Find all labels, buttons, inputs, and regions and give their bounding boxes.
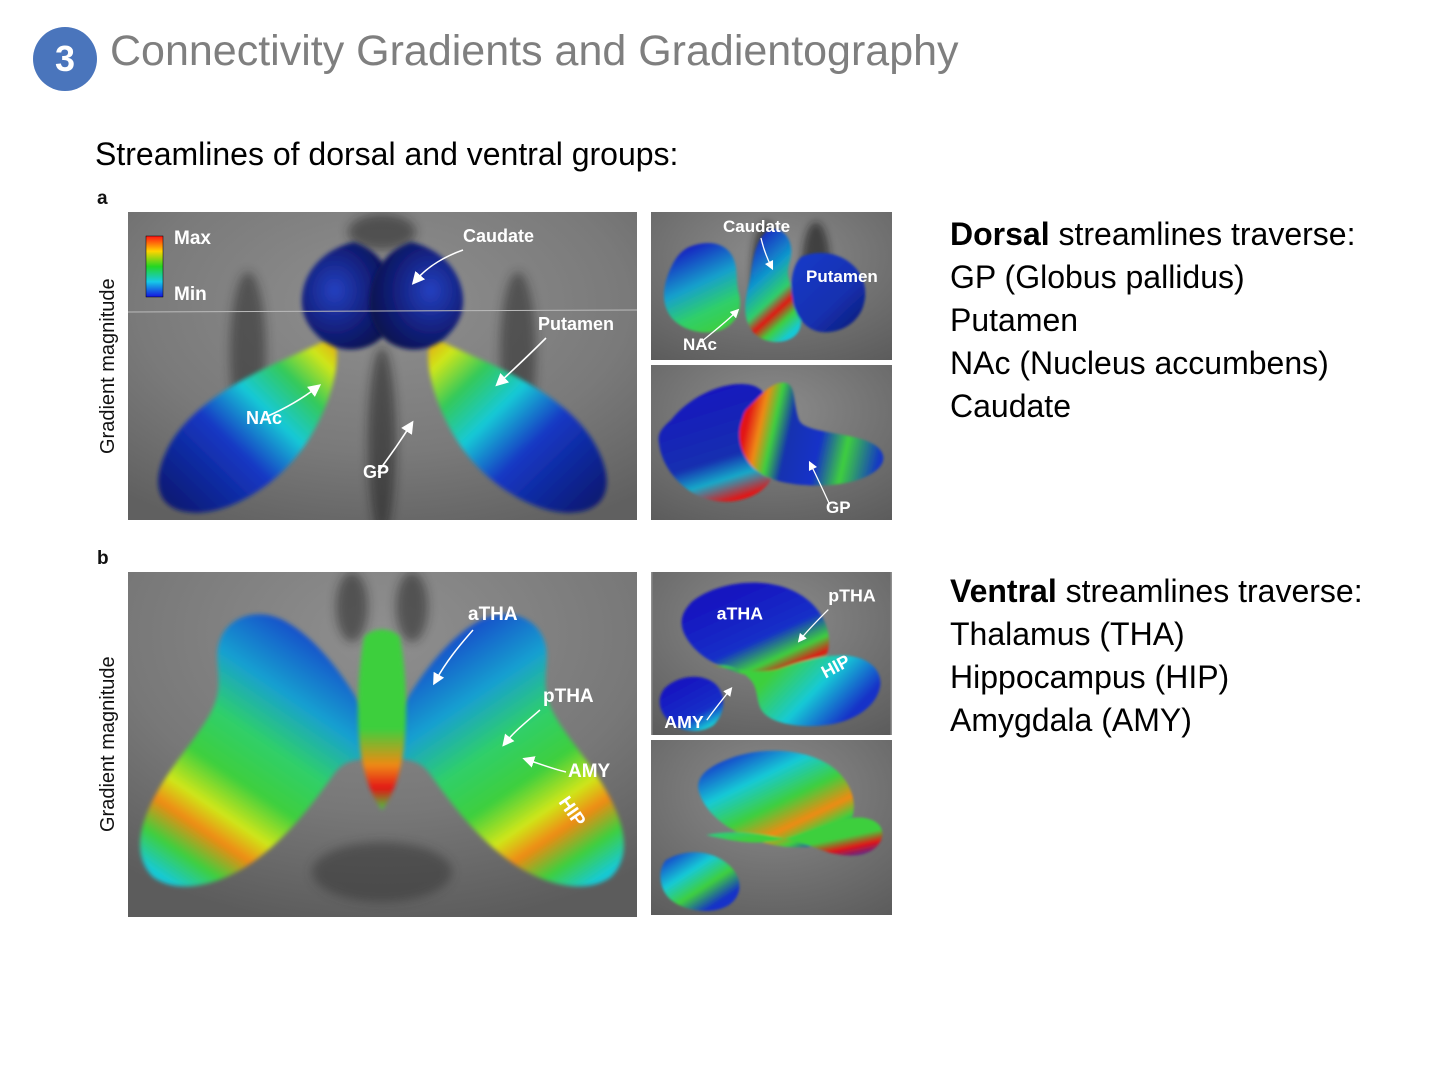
svg-text:Min: Min (174, 284, 207, 305)
svg-text:Putamen: Putamen (806, 267, 878, 286)
svg-text:pTHA: pTHA (543, 686, 594, 707)
svg-text:NAc: NAc (246, 408, 282, 428)
svg-text:AMY: AMY (568, 761, 611, 782)
svg-text:GP: GP (826, 498, 851, 517)
svg-text:aTHA: aTHA (468, 604, 518, 625)
svg-text:Putamen: Putamen (538, 314, 614, 334)
svg-text:GP: GP (363, 462, 389, 482)
svg-text:Max: Max (174, 228, 211, 249)
svg-text:Caudate: Caudate (723, 217, 790, 236)
svg-text:AMY: AMY (664, 712, 704, 732)
svg-text:NAc: NAc (683, 335, 717, 354)
svg-text:aTHA: aTHA (717, 603, 764, 623)
svg-text:pTHA: pTHA (828, 586, 876, 606)
svg-text:Caudate: Caudate (463, 226, 534, 246)
